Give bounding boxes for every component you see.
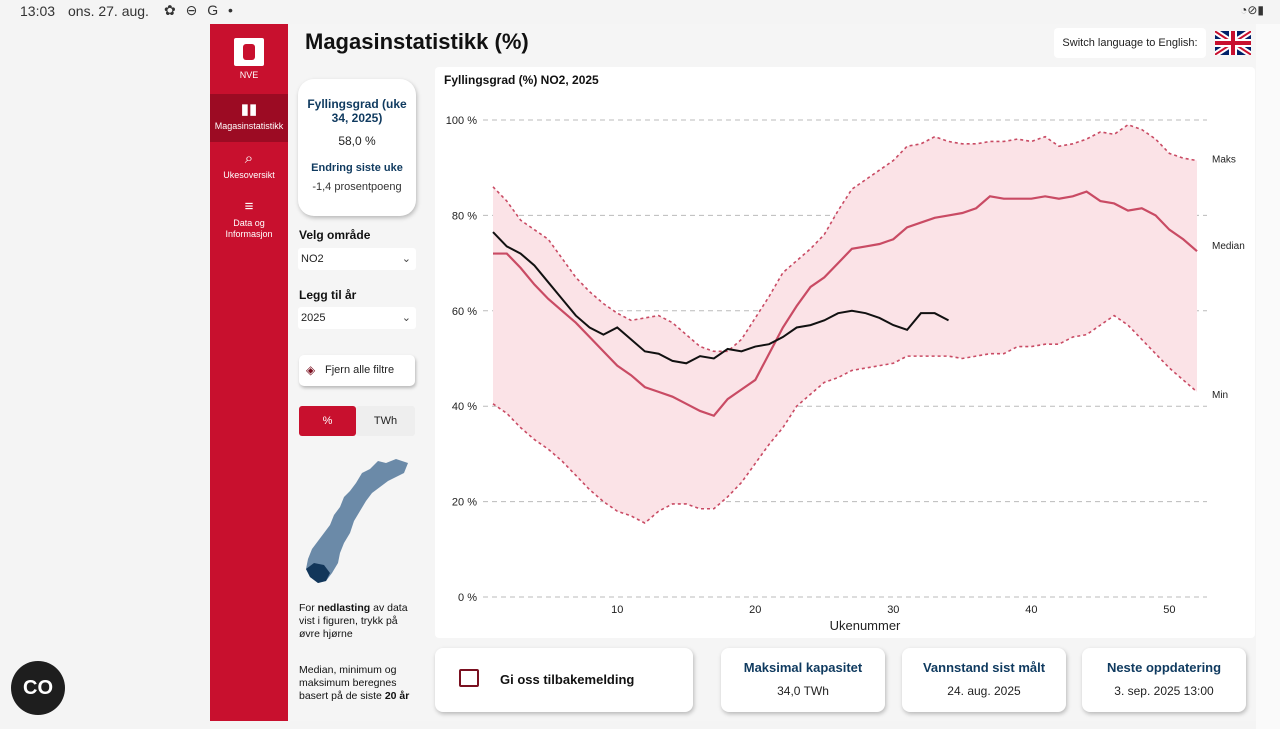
fill-level-heading: Fyllingsgrad (uke 34, 2025) [307, 97, 407, 125]
chart-lines [492, 123, 1198, 525]
chart-band [493, 124, 1197, 524]
bar-chart-icon: ▮▮ [240, 101, 258, 118]
sidebar: NVE ▮▮ Magasinstatistikk ⌕ Ukesoversikt … [210, 24, 288, 721]
capacity-title: Maksimal kapasitet [743, 660, 863, 675]
area-select-value: NO2 [301, 253, 324, 265]
download-note-post: av data vist i figuren, trykk på øvre hj… [299, 602, 408, 640]
camera-overlay-button[interactable]: CO [11, 661, 65, 715]
year-label: Legg til år [299, 288, 357, 302]
year-select-value: 2025 [301, 312, 326, 324]
measured-title: Vannstand sist målt [922, 660, 1046, 675]
basis-note-pre: Median, minimum og maksimum beregnes bas… [299, 664, 397, 702]
nve-logo[interactable]: NVE [224, 36, 274, 90]
eraser-icon: ◈ [306, 363, 316, 377]
status-icons: ✿ ⊖ G • [164, 2, 236, 18]
unit-twh-toggle[interactable]: TWh [356, 406, 415, 436]
sidebar-item-ukesoversikt[interactable]: ⌕ Ukesoversikt [210, 150, 288, 190]
next-update-title: Neste oppdatering [1106, 660, 1222, 675]
fill-level-value: 58,0 % [338, 134, 376, 148]
end-label-maks: Maks [1212, 155, 1236, 166]
norway-map[interactable] [300, 455, 412, 587]
end-label-min: Min [1212, 390, 1228, 401]
series-min-line [492, 314, 1198, 525]
x-tick-label: 50 [1163, 604, 1175, 616]
y-tick-label: 20 % [452, 497, 477, 509]
chart-x-label: Ukenummer [830, 618, 901, 633]
capacity-card: Maksimal kapasitet 34,0 TWh [721, 648, 885, 712]
y-tick-label: 0 % [458, 592, 477, 604]
end-label-median: Median [1212, 241, 1245, 252]
capacity-value: 34,0 TWh [777, 684, 829, 698]
status-time: 13:03 [20, 3, 56, 19]
x-tick-label: 10 [611, 604, 623, 616]
change-heading: Endring siste uke [311, 162, 403, 174]
change-value: -1,4 prosentpoeng [312, 181, 402, 193]
next-update-value: 3. sep. 2025 13:00 [1114, 684, 1214, 698]
right-edge [1256, 24, 1280, 729]
sidebar-item-magasinstatistikk[interactable]: ▮▮ Magasinstatistikk [210, 94, 288, 142]
next-update-card: Neste oppdatering 3. sep. 2025 13:00 [1082, 648, 1246, 712]
fill-level-card: Fyllingsgrad (uke 34, 2025) 58,0 % Endri… [298, 79, 416, 216]
x-tick-label: 20 [749, 604, 761, 616]
logo-text: NVE [239, 70, 259, 80]
unit-percent-toggle[interactable]: % [299, 406, 356, 436]
chart-end-labels: Maks Median Min [1212, 155, 1245, 401]
chevron-down-icon: ⌄ [401, 253, 411, 265]
area-label: Velg område [299, 228, 371, 242]
nve-shield-icon [234, 38, 264, 66]
sidebar-item-label: Ukesoversikt [223, 170, 275, 180]
min-max-band [493, 124, 1197, 524]
y-tick-label: 80 % [452, 210, 477, 222]
series-maks-line [492, 123, 1198, 353]
series-median-line [493, 190, 1198, 418]
status-bar: 13:03 ons. 27. aug. ✿ ⊖ G • ◔⊘▮ [0, 0, 1280, 24]
search-chart-icon: ⌕ [244, 150, 254, 167]
status-right-icons: ◔⊘▮ [1240, 3, 1264, 17]
y-tick-label: 60 % [452, 306, 477, 318]
clear-filters-button[interactable]: ◈ Fjern alle filtre [299, 355, 415, 386]
area-select[interactable]: NO2 ⌄ [298, 248, 416, 270]
download-note-bold: nedlasting [317, 602, 371, 614]
download-note: For nedlasting av data vist i figuren, t… [299, 602, 414, 641]
chart-ticks: 0 % 20 % 40 % 60 % 80 % 100 % 10 20 30 40 50 [446, 115, 1176, 616]
status-date: ons. 27. aug. [68, 3, 149, 19]
download-note-pre: For [299, 602, 318, 614]
page-title: Magasinstatistikk (%) [305, 29, 529, 54]
database-icon: ≡ [244, 198, 254, 215]
x-tick-label: 40 [1025, 604, 1037, 616]
sidebar-item-label: Data og Informasjon [225, 218, 273, 239]
measured-card: Vannstand sist målt 24. aug. 2025 [902, 648, 1066, 712]
no2-region-shape[interactable] [306, 563, 330, 583]
chart-title: Fyllingsgrad (%) NO2, 2025 [444, 73, 599, 87]
y-tick-label: 100 % [446, 115, 477, 127]
uk-flag-icon[interactable] [1215, 31, 1251, 55]
fill-level-chart[interactable]: Fyllingsgrad (%) NO2, 2025 0 % 20 % 40 % 60… [435, 67, 1255, 638]
year-select[interactable]: 2025 ⌄ [298, 307, 416, 329]
norway-region-shape[interactable] [306, 459, 408, 583]
x-tick-label: 30 [887, 604, 899, 616]
basis-note: Median, minimum og maksimum beregnes bas… [299, 664, 414, 703]
y-tick-label: 40 % [452, 401, 477, 413]
chart-card: Fyllingsgrad (%) NO2, 2025 0 % 20 % 40 % 60… [435, 67, 1255, 638]
series-2025-line [492, 231, 949, 365]
sidebar-item-label: Magasinstatistikk [214, 121, 284, 131]
feedback-card[interactable]: Gi oss tilbakemelding [435, 648, 693, 712]
measured-value: 24. aug. 2025 [947, 684, 1021, 698]
chat-bubble-icon [459, 669, 479, 687]
chevron-down-icon: ⌄ [401, 312, 411, 324]
feedback-label: Gi oss tilbakemelding [500, 672, 635, 687]
basis-note-bold: 20 år [384, 690, 410, 702]
sidebar-item-data[interactable]: ≡ Data og Informasjon [210, 198, 288, 248]
left-blank-area [0, 24, 210, 729]
switch-language-button[interactable]: Switch language to English: [1054, 28, 1206, 58]
clear-filters-label: Fjern alle filtre [325, 364, 395, 376]
